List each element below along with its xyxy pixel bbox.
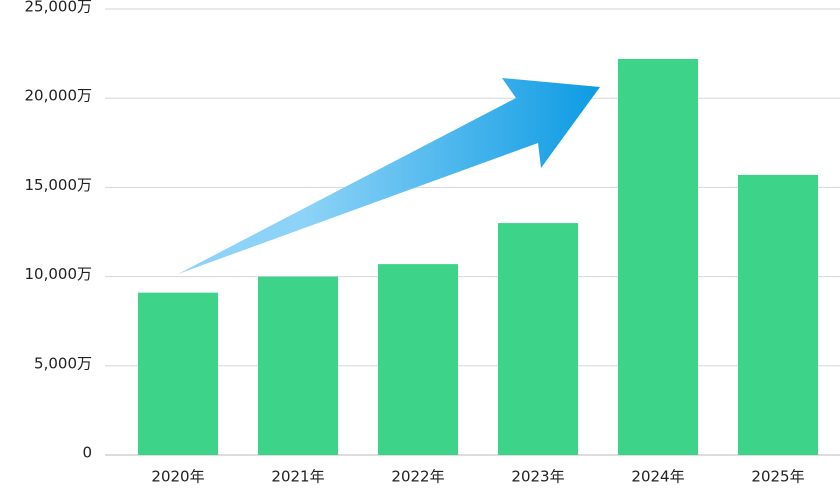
bar: [258, 276, 338, 455]
bar: [618, 58, 698, 456]
x-tick-label: 2023年: [511, 468, 564, 486]
trend-arrow: [178, 78, 600, 274]
bar: [138, 292, 218, 455]
y-tick-label: 20,000万: [25, 87, 93, 105]
bars: [138, 58, 818, 456]
y-tick-label: 25,000万: [25, 0, 93, 16]
y-tick-label: 10,000万: [25, 265, 93, 283]
x-tick-label: 2021年: [271, 468, 324, 486]
x-tick-label: 2024年: [631, 468, 684, 486]
y-tick-label: 0: [82, 444, 92, 462]
bar: [498, 223, 578, 455]
bar: [738, 174, 818, 456]
x-tick-label: 2020年: [151, 468, 204, 486]
x-tick-label: 2025年: [751, 468, 804, 486]
grid: [105, 8, 840, 456]
y-tick-label: 5,000万: [34, 354, 92, 372]
y-tick-label: 15,000万: [25, 176, 93, 194]
bar: [378, 264, 458, 455]
x-tick-label: 2022年: [391, 468, 444, 486]
